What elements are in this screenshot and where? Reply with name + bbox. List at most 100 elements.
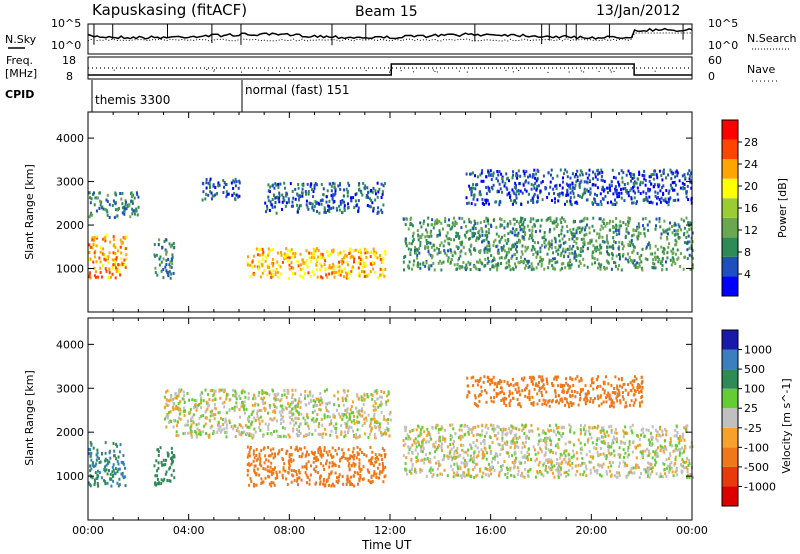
heatmap-cell bbox=[343, 206, 346, 210]
heatmap-cell bbox=[479, 173, 482, 177]
heatmap-cell bbox=[460, 226, 463, 230]
heatmap-cell bbox=[348, 425, 351, 429]
heatmap-cell bbox=[337, 475, 340, 479]
heatmap-cell bbox=[373, 424, 376, 428]
heatmap-cell bbox=[179, 417, 182, 421]
heatmap-cell bbox=[637, 177, 640, 181]
heatmap-cell bbox=[470, 191, 473, 194]
heatmap-cell bbox=[561, 216, 564, 220]
heatmap-cell bbox=[248, 425, 251, 429]
heatmap-cell bbox=[225, 426, 228, 430]
heatmap-cell bbox=[634, 263, 637, 267]
heatmap-cell bbox=[163, 477, 166, 481]
heatmap-cell bbox=[525, 259, 528, 263]
heatmap-cell bbox=[509, 468, 512, 472]
heatmap-cell bbox=[671, 444, 674, 448]
heatmap-cell bbox=[605, 457, 608, 461]
heatmap-cell bbox=[301, 258, 304, 262]
nave-dot bbox=[580, 70, 582, 72]
heatmap-cell bbox=[268, 475, 271, 479]
heatmap-cell bbox=[107, 275, 110, 279]
heatmap-cell bbox=[314, 182, 317, 185]
heatmap-cell bbox=[121, 211, 124, 215]
heatmap-cell bbox=[618, 474, 621, 478]
heatmap-cell bbox=[171, 255, 174, 259]
heatmap-cell bbox=[671, 181, 674, 185]
heatmap-cell bbox=[251, 410, 254, 414]
heatmap-cell bbox=[310, 400, 313, 404]
noise-panel: N.Sky 10^5 10^0 10^5 10^0 N.Search bbox=[5, 17, 797, 55]
heatmap-cell bbox=[683, 241, 686, 245]
heatmap-cell bbox=[329, 252, 332, 256]
heatmap-cell bbox=[256, 412, 258, 416]
heatmap-cell bbox=[335, 422, 338, 426]
heatmap-cell bbox=[653, 183, 656, 187]
heatmap-cell bbox=[240, 433, 243, 437]
heatmap-cell bbox=[353, 454, 356, 457]
heatmap-cell bbox=[531, 234, 534, 238]
heatmap-cell bbox=[446, 445, 449, 449]
heatmap-cell bbox=[312, 195, 315, 199]
heatmap-cell bbox=[560, 262, 563, 266]
heatmap-cell bbox=[176, 420, 179, 424]
heatmap-cell bbox=[166, 271, 169, 275]
heatmap-cell bbox=[662, 193, 665, 196]
heatmap-cell bbox=[343, 200, 346, 204]
heatmap-cell bbox=[90, 442, 93, 446]
heatmap-cell bbox=[556, 223, 559, 226]
heatmap-cell bbox=[614, 431, 617, 435]
heatmap-cell bbox=[436, 473, 439, 477]
heatmap-cell bbox=[159, 255, 162, 259]
heatmap-cell bbox=[409, 446, 412, 450]
heatmap-cell bbox=[629, 244, 632, 248]
heatmap-cell bbox=[527, 181, 530, 185]
heatmap-cell bbox=[297, 186, 300, 190]
heatmap-cell bbox=[551, 460, 554, 464]
heatmap-cell bbox=[182, 390, 185, 394]
heatmap-cell bbox=[357, 273, 360, 277]
heatmap-cell bbox=[682, 219, 685, 223]
heatmap-cell bbox=[439, 250, 442, 254]
heatmap-cell bbox=[499, 217, 501, 221]
heatmap-cell bbox=[137, 195, 140, 199]
heatmap-cell bbox=[522, 235, 525, 239]
heatmap-cell bbox=[93, 482, 96, 486]
heatmap-cell bbox=[534, 475, 537, 479]
heatmap-cell bbox=[338, 473, 341, 477]
heatmap-cell bbox=[555, 462, 558, 465]
heatmap-cell bbox=[544, 445, 547, 449]
heatmap-cell bbox=[339, 415, 342, 419]
heatmap-cell bbox=[612, 449, 615, 453]
heatmap-cell bbox=[508, 454, 511, 458]
heatmap-cell bbox=[416, 253, 419, 257]
heatmap-cell bbox=[233, 180, 236, 184]
heatmap-cell bbox=[167, 274, 170, 278]
heatmap-cell bbox=[475, 236, 478, 240]
heatmap-cell bbox=[346, 274, 349, 278]
heatmap-cell bbox=[543, 236, 545, 240]
heatmap-cell bbox=[496, 424, 499, 428]
heatmap-cell bbox=[350, 199, 353, 203]
heatmap-cell bbox=[339, 187, 342, 191]
heatmap-cell bbox=[117, 263, 120, 267]
heatmap-cell bbox=[474, 265, 477, 269]
heatmap-cell bbox=[88, 452, 91, 455]
heatmap-cell bbox=[438, 219, 441, 223]
heatmap-cell bbox=[270, 481, 273, 484]
heatmap-cell bbox=[489, 169, 492, 173]
heatmap-cell bbox=[370, 429, 373, 433]
heatmap-cell bbox=[615, 233, 618, 237]
heatmap-cell bbox=[536, 427, 539, 431]
heatmap-cell bbox=[484, 473, 487, 477]
heatmap-cell bbox=[599, 217, 602, 221]
heatmap-cell bbox=[441, 473, 443, 477]
heatmap-cell bbox=[268, 271, 271, 275]
heatmap-cell bbox=[636, 465, 639, 469]
heatmap-cell bbox=[113, 454, 115, 458]
heatmap-cell bbox=[281, 416, 284, 420]
heatmap-cell bbox=[298, 434, 300, 438]
heatmap-cell bbox=[473, 466, 476, 470]
heatmap-cell bbox=[437, 444, 440, 448]
heatmap-cell bbox=[559, 168, 562, 172]
heatmap-cell bbox=[643, 227, 646, 231]
